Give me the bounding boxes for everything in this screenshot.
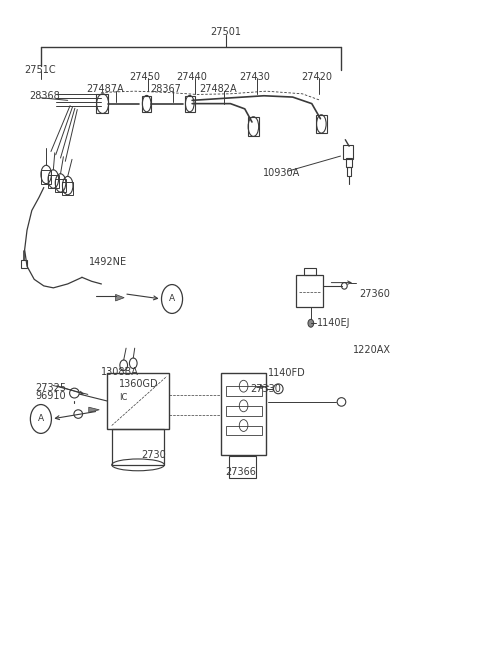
Bar	[142, 96, 152, 112]
Bar	[112, 429, 164, 465]
Bar	[48, 175, 59, 188]
Text: 1360GD: 1360GD	[120, 379, 159, 389]
Bar	[316, 115, 326, 133]
Text: IC: IC	[120, 393, 128, 402]
Polygon shape	[116, 294, 124, 301]
Text: 1492NE: 1492NE	[89, 258, 127, 267]
Text: 1140EJ: 1140EJ	[317, 318, 350, 328]
Bar	[226, 426, 262, 436]
Bar	[185, 96, 195, 112]
Bar	[343, 145, 353, 160]
Text: 27450: 27450	[129, 72, 160, 81]
Bar	[41, 171, 51, 183]
Text: 2751C: 2751C	[24, 64, 56, 74]
Bar	[221, 373, 266, 455]
Polygon shape	[89, 407, 99, 413]
Text: 10930A: 10930A	[263, 168, 300, 178]
Text: 1308BA: 1308BA	[101, 367, 139, 377]
Text: A: A	[169, 294, 175, 304]
Text: 27440: 27440	[177, 72, 207, 81]
Bar	[226, 386, 262, 396]
Text: 27330: 27330	[251, 384, 281, 394]
Bar	[96, 94, 108, 114]
Bar	[229, 457, 256, 478]
Text: 2730: 2730	[142, 450, 166, 460]
Text: 27366: 27366	[226, 467, 256, 477]
Bar	[226, 406, 262, 416]
Bar	[62, 181, 73, 194]
Bar	[346, 158, 352, 168]
Text: 27487A: 27487A	[86, 83, 124, 93]
Text: 1140FD: 1140FD	[268, 368, 305, 378]
Circle shape	[308, 319, 314, 327]
Text: 27360: 27360	[360, 289, 391, 299]
Bar	[55, 179, 66, 192]
Bar	[21, 260, 27, 267]
Text: 27430: 27430	[239, 72, 270, 81]
Text: A: A	[38, 415, 44, 424]
Bar	[347, 167, 351, 175]
Text: 27420: 27420	[301, 72, 332, 81]
Text: 27482A: 27482A	[200, 83, 237, 93]
Bar	[304, 267, 316, 275]
Text: 28368: 28368	[29, 91, 60, 101]
Bar	[107, 373, 169, 429]
Bar	[297, 275, 323, 307]
Text: 1220AX: 1220AX	[352, 345, 390, 355]
Text: 27501: 27501	[210, 27, 241, 37]
Text: 28367: 28367	[150, 83, 181, 93]
Text: 96910: 96910	[35, 391, 66, 401]
Text: 27325: 27325	[35, 382, 66, 392]
Bar	[248, 117, 259, 137]
